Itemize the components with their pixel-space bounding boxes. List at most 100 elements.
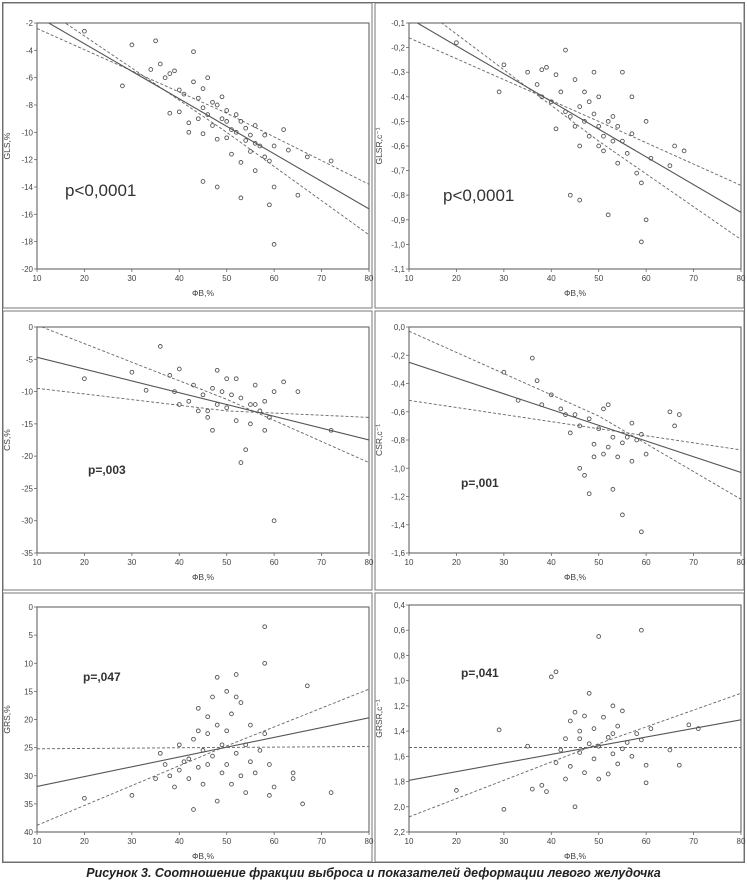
y-tick-label: -1,6	[391, 549, 405, 558]
data-point	[558, 89, 564, 95]
data-point	[601, 406, 606, 412]
data-point	[181, 91, 187, 97]
data-point	[162, 75, 168, 81]
y-tick-label: -0,4	[391, 93, 405, 102]
x-tick-label: 30	[499, 274, 508, 283]
y-tick-label: -0,5	[391, 117, 405, 126]
data-point	[200, 392, 206, 398]
data-point	[157, 344, 163, 349]
data-point	[620, 138, 625, 144]
x-tick-label: 20	[452, 274, 461, 283]
data-point	[577, 143, 583, 149]
data-point	[304, 683, 310, 689]
panel-border	[2, 592, 373, 863]
data-point	[262, 398, 268, 404]
data-point	[567, 114, 573, 119]
x-axis-label: ФВ,%	[192, 851, 214, 861]
x-tick-label: 50	[594, 558, 603, 567]
y-tick-label: -0,3	[391, 68, 405, 77]
data-point	[544, 789, 549, 794]
data-point	[210, 123, 215, 128]
x-tick-label: 30	[127, 837, 136, 846]
x-tick-label: 30	[127, 274, 136, 283]
panel-border	[2, 310, 373, 591]
y-tick-label: -15	[21, 420, 33, 429]
data-point	[286, 147, 291, 153]
data-point	[328, 158, 334, 164]
data-point	[539, 94, 545, 100]
data-point	[586, 690, 592, 696]
data-point	[624, 434, 630, 440]
confidence-band-upper	[37, 746, 369, 750]
data-point	[610, 703, 616, 709]
plot-area	[408, 326, 742, 554]
data-point	[271, 242, 277, 247]
data-point	[248, 759, 253, 765]
y-tick-label: 2,0	[394, 803, 406, 812]
y-tick-label: 15	[24, 687, 33, 696]
x-tick-label: 40	[175, 837, 184, 846]
data-point	[586, 416, 592, 422]
data-point	[281, 379, 286, 385]
data-point	[615, 454, 621, 460]
data-point	[167, 373, 173, 378]
y-tick-label: -25	[21, 484, 33, 493]
data-point	[695, 726, 701, 731]
data-point	[582, 770, 587, 776]
x-tick-label: 40	[547, 558, 556, 567]
data-point	[205, 415, 211, 420]
data-point	[205, 112, 211, 117]
data-point	[238, 195, 244, 201]
x-tick-label: 50	[222, 837, 231, 846]
data-point	[634, 437, 640, 443]
data-point	[648, 155, 654, 161]
data-point	[605, 402, 611, 408]
data-point	[548, 674, 554, 680]
data-point	[281, 127, 286, 132]
data-point	[224, 728, 230, 734]
data-point	[153, 38, 158, 44]
data-point	[224, 762, 230, 767]
data-point	[596, 426, 602, 432]
data-point	[262, 660, 268, 666]
y-tick-label: 1,2	[394, 702, 406, 711]
x-tick-label: 20	[452, 558, 461, 567]
data-point	[539, 67, 545, 73]
y-tick-label: 10	[24, 659, 33, 668]
data-point	[167, 773, 173, 779]
x-tick-label: 40	[547, 837, 556, 846]
fit-lines	[37, 327, 369, 464]
data-point	[219, 116, 225, 122]
x-tick-label: 60	[642, 558, 651, 567]
x-tick-label: 10	[33, 837, 42, 846]
x-tick-label: 80	[365, 274, 374, 283]
data-point	[243, 447, 249, 453]
fit-lines	[37, 688, 369, 826]
x-axis-label: ФВ,%	[192, 288, 214, 298]
data-point	[248, 402, 253, 407]
data-point	[667, 747, 673, 753]
y-tick-label: 5	[29, 631, 34, 640]
scatter-panel-5: 10 20 30 40 50 60 70 80 0 5 10 15 20 25 30 35 40 ФВ,% GRS,…	[2, 592, 374, 863]
data-point	[295, 192, 301, 198]
data-point	[615, 160, 621, 166]
y-tick-label: -1,4	[391, 521, 405, 530]
y-tick-label: -1,0	[391, 464, 405, 473]
data-point	[586, 99, 592, 105]
data-point	[219, 742, 225, 748]
y-axis-label: GLS,%	[2, 132, 12, 159]
y-axis-label: GRS,%	[2, 705, 12, 734]
data-point	[271, 184, 277, 190]
data-point	[82, 376, 87, 382]
data-point	[214, 402, 220, 407]
data-point	[224, 405, 230, 411]
p-value-annotation: p=,047	[83, 670, 121, 684]
x-tick-label: 80	[737, 837, 746, 846]
data-point	[591, 111, 597, 117]
fit-lines	[409, 23, 741, 240]
data-point	[233, 376, 239, 382]
data-point	[596, 94, 602, 100]
data-point	[214, 102, 220, 108]
data-point	[328, 790, 334, 795]
data-point	[148, 67, 154, 72]
